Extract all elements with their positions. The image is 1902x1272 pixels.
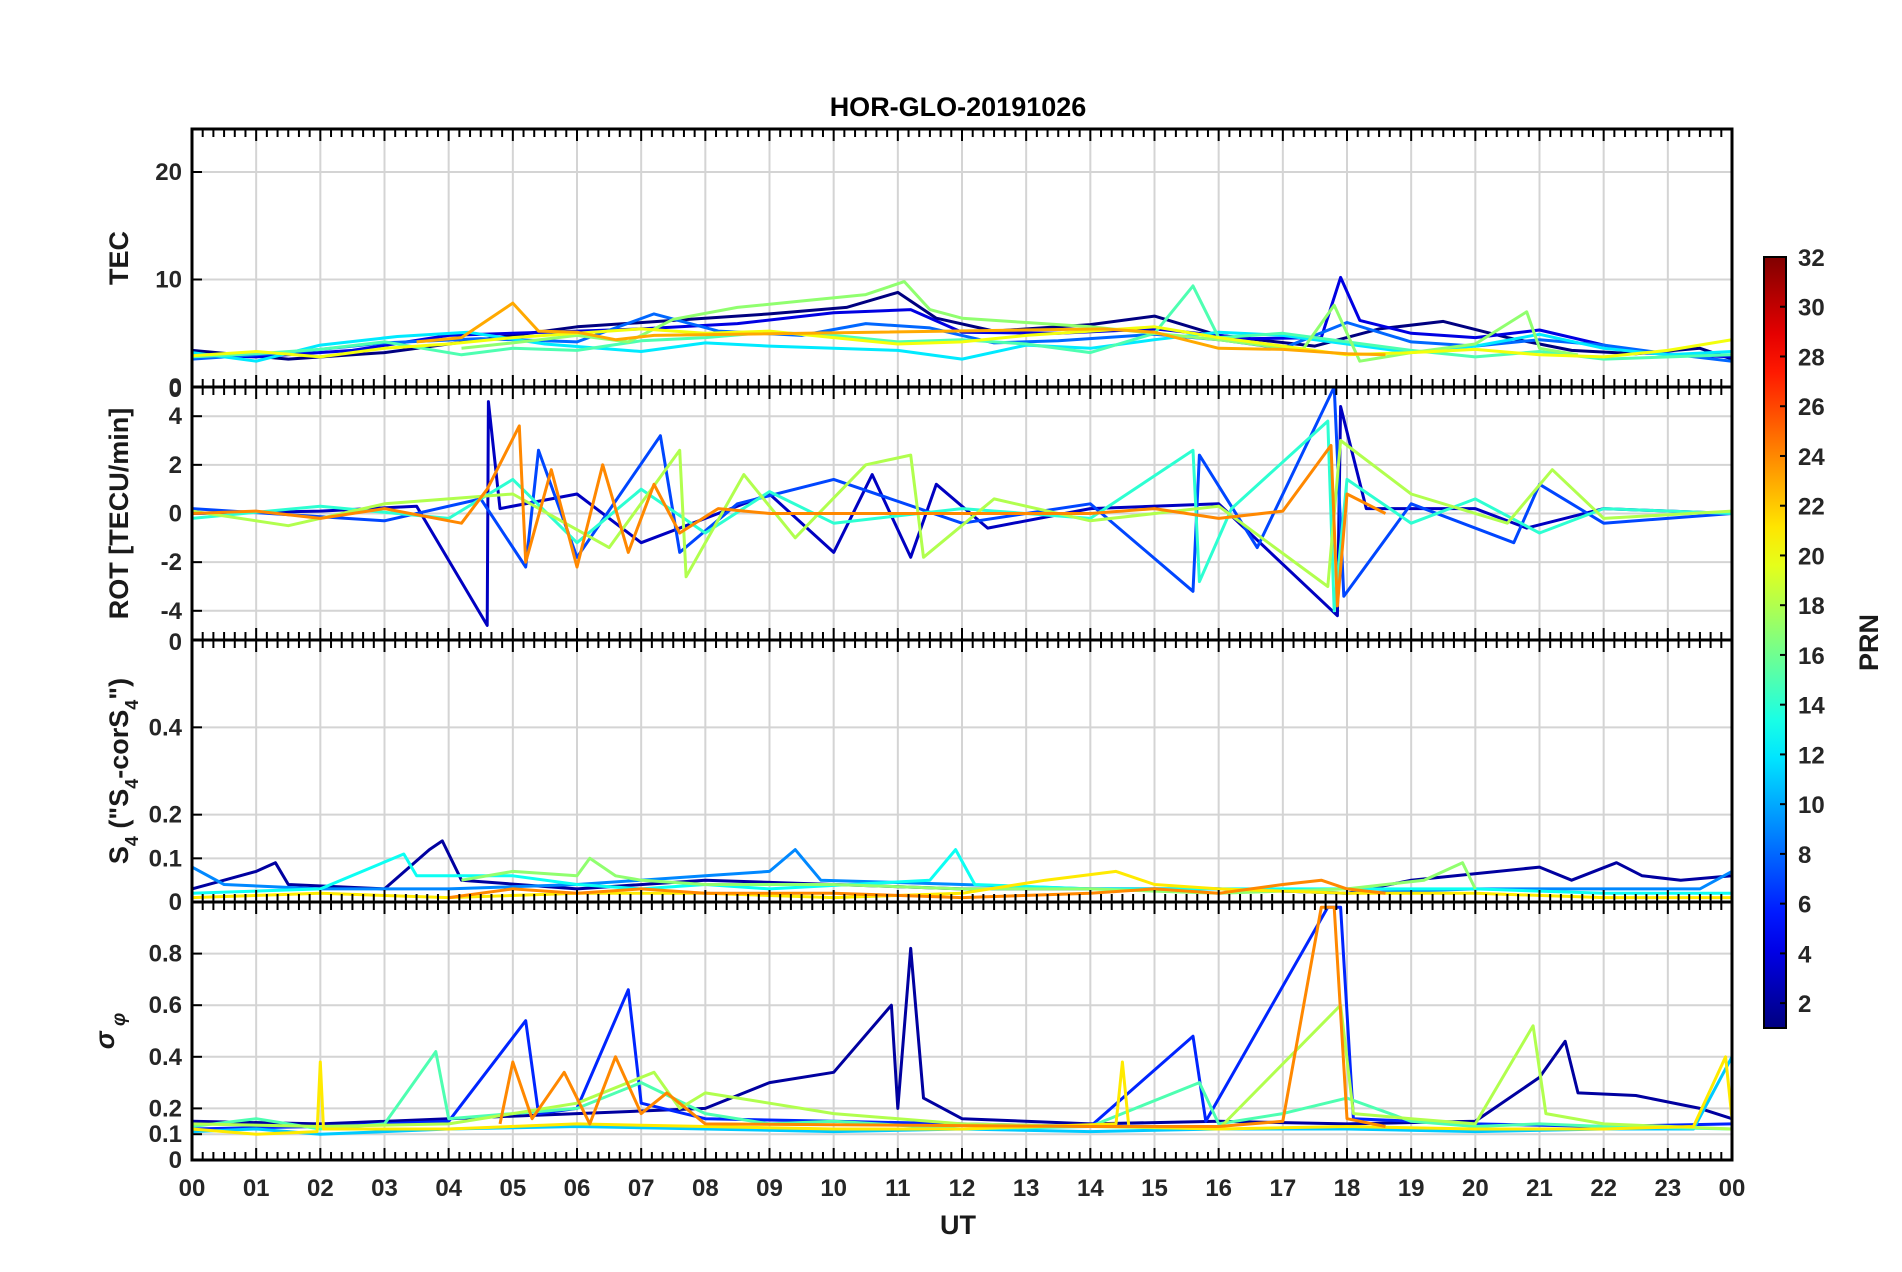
y-tick-label: 4 — [169, 403, 183, 430]
series-line-prn-3 — [192, 400, 1732, 627]
colorbar-tick-label: 20 — [1798, 543, 1825, 570]
y-axis-label: σ φ — [90, 1013, 130, 1050]
y-tick-label-top: 0 — [169, 376, 182, 403]
y-tick-label: 0.4 — [149, 714, 183, 741]
series-line-prn-17 — [461, 856, 1477, 895]
series-line-prn-2 — [192, 839, 1732, 895]
colorbar-tick-label: 22 — [1798, 494, 1825, 521]
x-tick-label: 12 — [949, 1175, 976, 1202]
x-tick-label: 21 — [1526, 1175, 1553, 1202]
x-axis: 00 01 02 03 04 05 06 07 08 09 10 11 12 13 14 15 16 17 18 19… — [179, 1175, 1746, 1202]
colorbar-label: PRN — [1854, 614, 1884, 671]
y-tick-label: 0.8 — [149, 941, 182, 968]
series-line-prn-20 — [192, 325, 1732, 359]
series-line-prn-24 — [192, 424, 1387, 608]
series-group — [192, 275, 1732, 363]
x-tick-label: 08 — [692, 1175, 719, 1202]
y-tick-label: 0.2 — [149, 802, 182, 829]
y-tick-label: 0 — [169, 889, 182, 916]
x-axis-label: UT — [940, 1210, 976, 1240]
colorbar-tick-label: 30 — [1798, 295, 1825, 322]
chart-title: HOR-GLO-20191026 — [830, 92, 1087, 122]
x-tick-label: 01 — [243, 1175, 270, 1202]
x-tick-label: 14 — [1077, 1175, 1104, 1202]
y-axis-label: ROT [TECU/min] — [104, 408, 134, 619]
x-tick-label: 03 — [371, 1175, 398, 1202]
x-tick-label: 13 — [1013, 1175, 1040, 1202]
colorbar-tick-label: 32 — [1798, 245, 1825, 272]
y-tick-label-top: 0 — [169, 629, 182, 656]
series-group — [192, 387, 1732, 627]
colorbar-tick-label: 4 — [1798, 941, 1812, 968]
y-tick-label: 0.1 — [149, 845, 182, 872]
y-tick-label: 0.2 — [149, 1095, 182, 1122]
colorbar-tick-label: 6 — [1798, 892, 1811, 919]
x-tick-label: 00 — [1719, 1175, 1746, 1202]
x-tick-label: 23 — [1654, 1175, 1681, 1202]
colorbar-tick-label: 8 — [1798, 842, 1811, 869]
series-line-prn-15 — [192, 1050, 1732, 1131]
y-tick-label: 0 — [169, 1147, 182, 1174]
x-tick-label: 07 — [628, 1175, 655, 1202]
series-line-prn-17 — [461, 280, 1579, 363]
series-group — [192, 905, 1732, 1136]
x-tick-label: 04 — [435, 1175, 462, 1202]
x-tick-label: 10 — [820, 1175, 847, 1202]
y-tick-label: -2 — [161, 549, 182, 576]
x-tick-label: 11 — [885, 1175, 910, 1202]
colorbar-tick-label: 28 — [1798, 344, 1825, 371]
colorbar-tick-label: 16 — [1798, 643, 1825, 670]
x-tick-label: 16 — [1205, 1175, 1232, 1202]
x-tick-label: 00 — [179, 1175, 206, 1202]
x-tick-label: 02 — [307, 1175, 334, 1202]
x-tick-label: 17 — [1269, 1175, 1296, 1202]
series-line-prn-24 — [498, 905, 1386, 1128]
x-tick-label: 20 — [1462, 1175, 1489, 1202]
x-tick-label: 18 — [1334, 1175, 1361, 1202]
y-tick-label: 20 — [155, 159, 182, 186]
y-tick-label: 0.1 — [149, 1121, 182, 1148]
colorbar-tick-label: 14 — [1798, 693, 1825, 720]
colorbar-tick-label: 24 — [1798, 444, 1825, 471]
y-axis-label: S4 ("S4-corS4") — [104, 678, 142, 864]
colorbar-tick-label: 18 — [1798, 593, 1825, 620]
panel-sigma_phi: 00.10.2 0.4 0.6 0.8 σ φ — [90, 900, 1734, 1174]
series-line-prn-12 — [192, 330, 1732, 363]
colorbar-tick-label: 10 — [1798, 792, 1825, 819]
x-tick-label: 22 — [1590, 1175, 1617, 1202]
y-tick-label: 0.6 — [149, 992, 182, 1019]
colorbar-tick-label: 12 — [1798, 742, 1825, 769]
x-tick-label: 06 — [564, 1175, 591, 1202]
y-tick-label: 0.4 — [149, 1044, 183, 1071]
colorbar-tick-label: 26 — [1798, 394, 1825, 421]
y-tick-label: 2 — [169, 452, 182, 479]
y-tick-label: 10 — [155, 267, 182, 294]
panel-s4: 0 0.1 0.2 0.4 0 S4 ("S4-corS4") — [104, 629, 1734, 916]
colorbar-tick-label: 2 — [1798, 991, 1811, 1018]
x-tick-label: 05 — [499, 1175, 526, 1202]
x-tick-label: 15 — [1141, 1175, 1168, 1202]
series-line-prn-23 — [416, 301, 1386, 357]
panel-frame — [190, 900, 1734, 1162]
x-tick-label: 09 — [756, 1175, 783, 1202]
x-tick-label: 19 — [1398, 1175, 1425, 1202]
colorbar-gradient — [1763, 256, 1787, 1029]
y-axis-label: TEC — [104, 231, 134, 285]
y-tick-label: 0 — [169, 501, 182, 528]
series-line-prn-18 — [192, 439, 1732, 588]
y-tick-label: -4 — [161, 598, 183, 625]
series-line-prn-15 — [192, 284, 1732, 361]
y-tick-label: 0 — [169, 374, 182, 401]
